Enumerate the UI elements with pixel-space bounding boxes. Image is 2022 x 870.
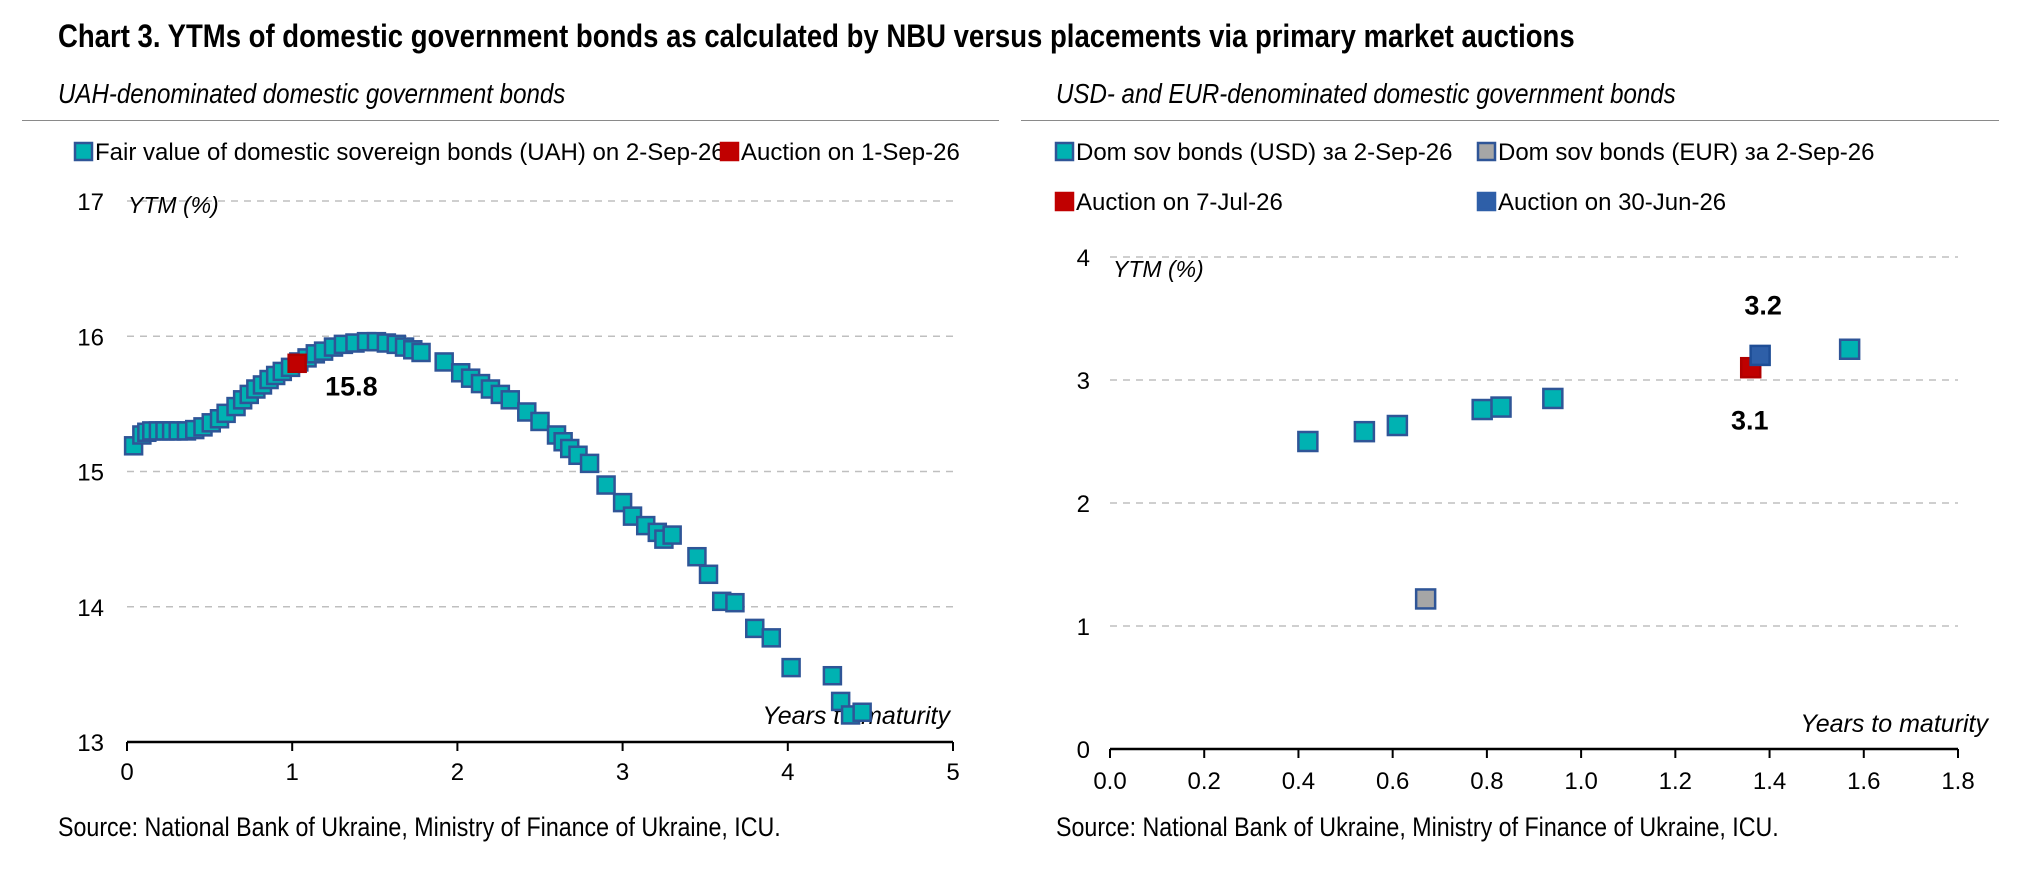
- left-y-tick-label: 16: [77, 324, 104, 351]
- right-y-tick-label: 4: [1077, 245, 1090, 272]
- right-point-fair-value-fill: [1490, 396, 1512, 418]
- left-source-note: Source: National Bank of Ukraine, Minist…: [58, 812, 781, 842]
- right-panel-rule: [1021, 120, 1999, 121]
- right-point-fair-value-fill: [1353, 420, 1376, 443]
- right-point-fair-value-fill: [1471, 398, 1493, 421]
- left-point-fair-value-fill: [761, 628, 782, 648]
- right-y-tick-label: 1: [1077, 614, 1090, 641]
- left-legend-marker: [73, 141, 94, 162]
- right-point-eur-grey: [1414, 588, 1437, 610]
- right-y-tick-label: 0: [1077, 737, 1090, 764]
- right-x-tick-label: 1.4: [1753, 768, 1786, 795]
- right-x-tick-label: 1.8: [1941, 768, 1974, 795]
- left-point-fair-value-fill: [687, 546, 707, 567]
- left-legend-label: Fair value of domestic sovereign bonds (…: [95, 139, 725, 166]
- right-legend-label: Auction on 7-Jul-26: [1076, 189, 1283, 216]
- left-y-tick-label: 14: [77, 595, 104, 622]
- left-x-tick-label: 1: [286, 759, 299, 786]
- right-panel-subtitle: USD- and EUR-denominated domestic govern…: [1056, 78, 1676, 109]
- left-point-fair-value-fill: [530, 411, 550, 432]
- left-y-tick-label: 13: [77, 730, 104, 757]
- left-point-fair-value-fill: [662, 525, 682, 545]
- right-x-tick-label: 0.6: [1376, 768, 1409, 795]
- left-legend-label: Auction on 1-Sep-26: [741, 139, 960, 166]
- chart-title: Chart 3. YTMs of domestic government bon…: [58, 18, 1575, 54]
- right-x-tick-label: 1.6: [1847, 768, 1880, 795]
- left-x-tick-label: 0: [120, 759, 133, 786]
- right-legend-label: Auction on 30-Jun-26: [1498, 189, 1726, 216]
- left-point-fair-value-fill: [852, 702, 872, 722]
- right-data-label: 3.1: [1731, 406, 1769, 436]
- right-x-tick-label: 0.2: [1188, 768, 1221, 795]
- right-legend-label: Dom sov bonds (EUR) за 2-Sep-26: [1498, 139, 1875, 166]
- right-x-tick-label: 0.4: [1282, 768, 1315, 795]
- right-point-fair-value-fill: [1542, 387, 1564, 410]
- right-y-tick-label: 3: [1077, 368, 1090, 395]
- left-y-tick-label: 17: [77, 189, 104, 216]
- left-panel-subtitle: UAH-denominated domestic government bond…: [58, 78, 566, 109]
- left-point-fair-value-fill: [725, 592, 745, 613]
- left-point-fair-value-fill: [434, 352, 454, 372]
- right-legend-label: Dom sov bonds (USD) за 2-Sep-26: [1076, 139, 1453, 166]
- left-x-tick-label: 3: [616, 759, 629, 786]
- left-x-tick-label: 2: [451, 759, 464, 786]
- right-y-axis-title: YTM (%): [1113, 256, 1204, 282]
- right-legend-marker: [1054, 191, 1075, 212]
- right-point-fair-value-fill: [1386, 414, 1409, 437]
- left-point-fair-value-fill: [781, 657, 801, 678]
- right-point-fair-value-fill: [1297, 430, 1319, 453]
- right-x-tick-label: 0.0: [1093, 768, 1126, 795]
- left-y-axis-title: YTM (%): [128, 192, 219, 218]
- left-point-fair-value-fill: [745, 618, 765, 639]
- left-legend-marker: [719, 141, 740, 162]
- left-panel-rule: [22, 120, 999, 121]
- left-point-fair-value-fill: [822, 665, 843, 686]
- left-point-fair-value-fill: [411, 342, 431, 363]
- left-x-tick-label: 4: [781, 759, 794, 786]
- right-source-note: Source: National Bank of Ukraine, Minist…: [1056, 812, 1779, 842]
- left-point-fair-value-fill: [500, 390, 521, 410]
- right-x-tick-label: 1.0: [1564, 768, 1597, 795]
- right-x-tick-label: 0.8: [1470, 768, 1503, 795]
- left-point-fair-value-fill: [596, 475, 616, 495]
- left-point-fair-value-fill: [579, 453, 600, 474]
- right-x-tick-label: 1.2: [1659, 768, 1692, 795]
- left-x-tick-label: 5: [946, 759, 959, 786]
- right-x-axis-title: Years to maturity: [1800, 710, 1989, 738]
- right-legend-marker: [1476, 141, 1497, 162]
- right-legend-marker: [1054, 141, 1075, 162]
- right-data-label: 3.2: [1744, 290, 1782, 320]
- left-point-auction-red: [287, 353, 307, 374]
- left-y-tick-label: 15: [77, 460, 104, 487]
- right-y-tick-label: 2: [1077, 491, 1090, 518]
- right-point-fair-value-fill: [1838, 338, 1861, 360]
- left-point-fair-value-fill: [698, 564, 719, 585]
- left-data-label: 15.8: [325, 371, 378, 401]
- right-point-auction-blue: [1749, 344, 1771, 367]
- right-legend-marker: [1476, 191, 1497, 212]
